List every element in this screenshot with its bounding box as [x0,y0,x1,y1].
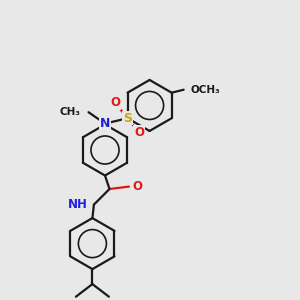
Text: NH: NH [68,198,87,211]
Text: OCH₃: OCH₃ [190,85,220,95]
Text: O: O [134,126,144,139]
Text: O: O [132,180,142,193]
Text: CH₃: CH₃ [60,107,81,117]
Text: N: N [100,117,110,130]
Text: O: O [110,96,120,109]
Text: S: S [123,112,132,125]
